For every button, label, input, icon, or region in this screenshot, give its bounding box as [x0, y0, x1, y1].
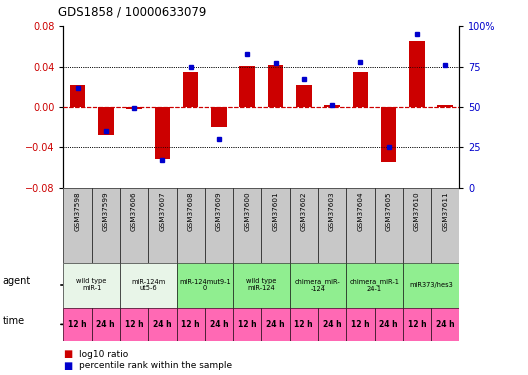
Text: ■: ■ — [63, 350, 73, 359]
Bar — [290, 262, 346, 308]
Text: GSM37598: GSM37598 — [74, 191, 80, 231]
Bar — [318, 188, 346, 262]
Text: GSM37602: GSM37602 — [301, 191, 307, 231]
Text: percentile rank within the sample: percentile rank within the sample — [79, 361, 232, 370]
Bar — [431, 188, 459, 262]
Bar — [176, 188, 205, 262]
Bar — [155, 107, 170, 159]
Bar — [353, 72, 368, 107]
Bar — [437, 105, 453, 107]
Text: chimera_miR-
-124: chimera_miR- -124 — [295, 278, 341, 292]
Bar — [261, 188, 290, 262]
Bar — [211, 107, 227, 127]
Bar — [324, 105, 340, 107]
Text: GSM37605: GSM37605 — [385, 191, 392, 231]
Text: GSM37611: GSM37611 — [442, 191, 448, 231]
Text: log10 ratio: log10 ratio — [79, 350, 128, 359]
Bar — [126, 107, 142, 109]
Bar — [261, 308, 290, 341]
Bar — [70, 85, 86, 107]
Bar — [431, 308, 459, 341]
Text: 24 h: 24 h — [266, 320, 285, 329]
Text: miR-124m
ut5-6: miR-124m ut5-6 — [131, 279, 165, 291]
Text: wild type
miR-1: wild type miR-1 — [77, 279, 107, 291]
Text: 12 h: 12 h — [125, 320, 144, 329]
Bar — [233, 262, 290, 308]
Bar — [205, 308, 233, 341]
Bar — [346, 262, 403, 308]
Text: GSM37599: GSM37599 — [103, 191, 109, 231]
Bar — [296, 85, 312, 107]
Bar — [63, 188, 92, 262]
Text: miR373/hes3: miR373/hes3 — [409, 282, 453, 288]
Text: time: time — [3, 316, 25, 326]
Bar — [148, 188, 176, 262]
Text: agent: agent — [3, 276, 31, 286]
Bar — [98, 107, 114, 135]
Bar — [120, 262, 176, 308]
Bar — [374, 308, 403, 341]
Bar — [239, 66, 255, 107]
Bar — [183, 72, 199, 107]
Bar — [148, 308, 176, 341]
Text: GSM37607: GSM37607 — [159, 191, 165, 231]
Bar — [205, 188, 233, 262]
Bar — [290, 308, 318, 341]
Bar — [374, 188, 403, 262]
Bar — [290, 188, 318, 262]
Bar — [409, 41, 425, 107]
Text: 12 h: 12 h — [295, 320, 313, 329]
Bar — [92, 188, 120, 262]
Bar — [120, 308, 148, 341]
Bar — [120, 188, 148, 262]
Text: 12 h: 12 h — [351, 320, 370, 329]
Text: GSM37609: GSM37609 — [216, 191, 222, 231]
Text: GSM37600: GSM37600 — [244, 191, 250, 231]
Text: GSM37608: GSM37608 — [187, 191, 194, 231]
Bar — [346, 308, 374, 341]
Text: GSM37606: GSM37606 — [131, 191, 137, 231]
Text: 12 h: 12 h — [181, 320, 200, 329]
Text: GSM37603: GSM37603 — [329, 191, 335, 231]
Text: GSM37610: GSM37610 — [414, 191, 420, 231]
Text: 24 h: 24 h — [379, 320, 398, 329]
Text: 24 h: 24 h — [210, 320, 228, 329]
Bar — [403, 188, 431, 262]
Text: chimera_miR-1
24-1: chimera_miR-1 24-1 — [350, 278, 400, 292]
Text: GSM37601: GSM37601 — [272, 191, 278, 231]
Bar — [268, 64, 284, 107]
Bar — [403, 308, 431, 341]
Text: 24 h: 24 h — [323, 320, 342, 329]
Bar — [233, 308, 261, 341]
Text: miR-124mut9-1
0: miR-124mut9-1 0 — [179, 279, 231, 291]
Bar — [403, 262, 459, 308]
Bar — [233, 188, 261, 262]
Text: 24 h: 24 h — [97, 320, 115, 329]
Bar — [381, 107, 397, 162]
Text: 24 h: 24 h — [436, 320, 455, 329]
Text: 12 h: 12 h — [68, 320, 87, 329]
Bar — [176, 308, 205, 341]
Text: wild type
miR-124: wild type miR-124 — [246, 279, 277, 291]
Text: ■: ■ — [63, 361, 73, 370]
Text: 24 h: 24 h — [153, 320, 172, 329]
Text: 12 h: 12 h — [238, 320, 257, 329]
Bar — [63, 308, 92, 341]
Bar — [318, 308, 346, 341]
Bar — [63, 262, 120, 308]
Text: 12 h: 12 h — [408, 320, 426, 329]
Bar — [346, 188, 374, 262]
Bar — [92, 308, 120, 341]
Text: GSM37604: GSM37604 — [357, 191, 363, 231]
Bar — [176, 262, 233, 308]
Text: GDS1858 / 10000633079: GDS1858 / 10000633079 — [58, 6, 206, 19]
